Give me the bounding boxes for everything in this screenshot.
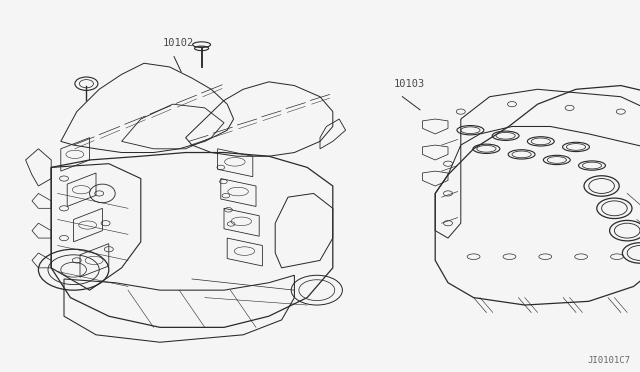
Text: 10103: 10103 [394,79,425,89]
Text: JI0101C7: JI0101C7 [588,356,630,365]
Text: 10102: 10102 [163,38,195,48]
